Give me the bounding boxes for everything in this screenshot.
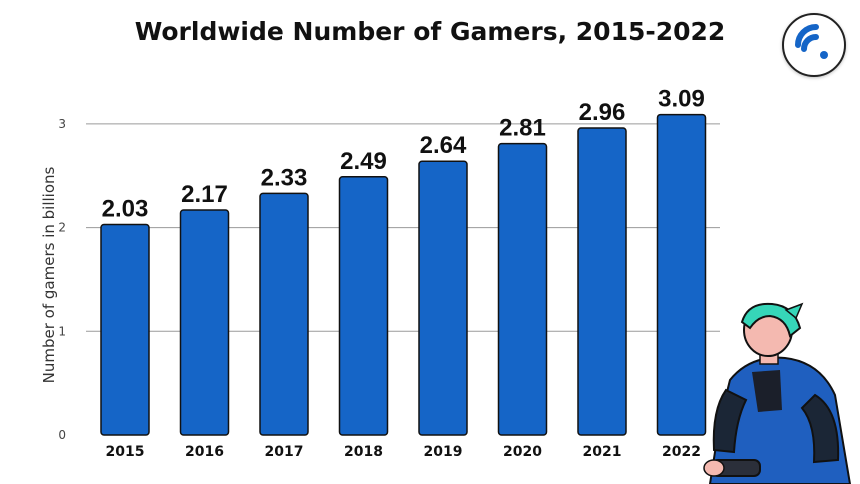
x-tick-label-2018: 2018 xyxy=(344,444,383,460)
x-tick-label-2021: 2021 xyxy=(583,444,622,460)
x-tick-label-2016: 2016 xyxy=(185,444,224,460)
data-label-2016: 2.17 xyxy=(181,181,228,208)
bar-2016 xyxy=(179,209,230,436)
bar-2015 xyxy=(100,223,150,436)
x-tick-label-2020: 2020 xyxy=(503,444,542,460)
data-label-2017: 2.33 xyxy=(261,164,308,191)
data-labels: 2.03 2.17 2.33 2.49 2.64 2.81 2.96 3.09 xyxy=(102,86,705,223)
data-label-2018: 2.49 xyxy=(340,148,387,175)
x-tick-label-2017: 2017 xyxy=(265,444,304,460)
bar-2021 xyxy=(577,127,627,436)
bar-2019 xyxy=(418,160,468,436)
chart-title: Worldwide Number of Gamers, 2015-2022 xyxy=(135,17,726,46)
x-tick-label-2019: 2019 xyxy=(424,444,463,460)
x-axis-ticks: 2015 2016 2017 2018 2019 2020 2021 2022 xyxy=(106,444,701,460)
data-label-2019: 2.64 xyxy=(420,132,467,159)
x-tick-label-2022: 2022 xyxy=(662,444,701,460)
bar-2022 xyxy=(656,113,707,436)
y-tick-label: 3 xyxy=(58,117,66,131)
gamer-illustration xyxy=(703,302,852,484)
y-tick-label: 2 xyxy=(58,221,66,235)
data-label-2022: 3.09 xyxy=(658,86,705,113)
bar-2017 xyxy=(259,192,309,436)
y-axis-label: Number of gamers in billions xyxy=(40,166,58,383)
data-label-2015: 2.03 xyxy=(102,195,149,222)
bar-2020 xyxy=(497,142,548,436)
data-label-2021: 2.96 xyxy=(579,99,626,126)
y-tick-label: 0 xyxy=(58,428,66,442)
y-tick-label: 1 xyxy=(58,324,66,338)
y-axis-ticks: 0 1 2 3 xyxy=(58,117,66,442)
bar-2018 xyxy=(338,176,389,436)
wifi-signal-icon xyxy=(782,13,846,77)
x-tick-label-2015: 2015 xyxy=(106,444,145,460)
bars xyxy=(100,113,707,436)
data-label-2020: 2.81 xyxy=(499,115,546,142)
